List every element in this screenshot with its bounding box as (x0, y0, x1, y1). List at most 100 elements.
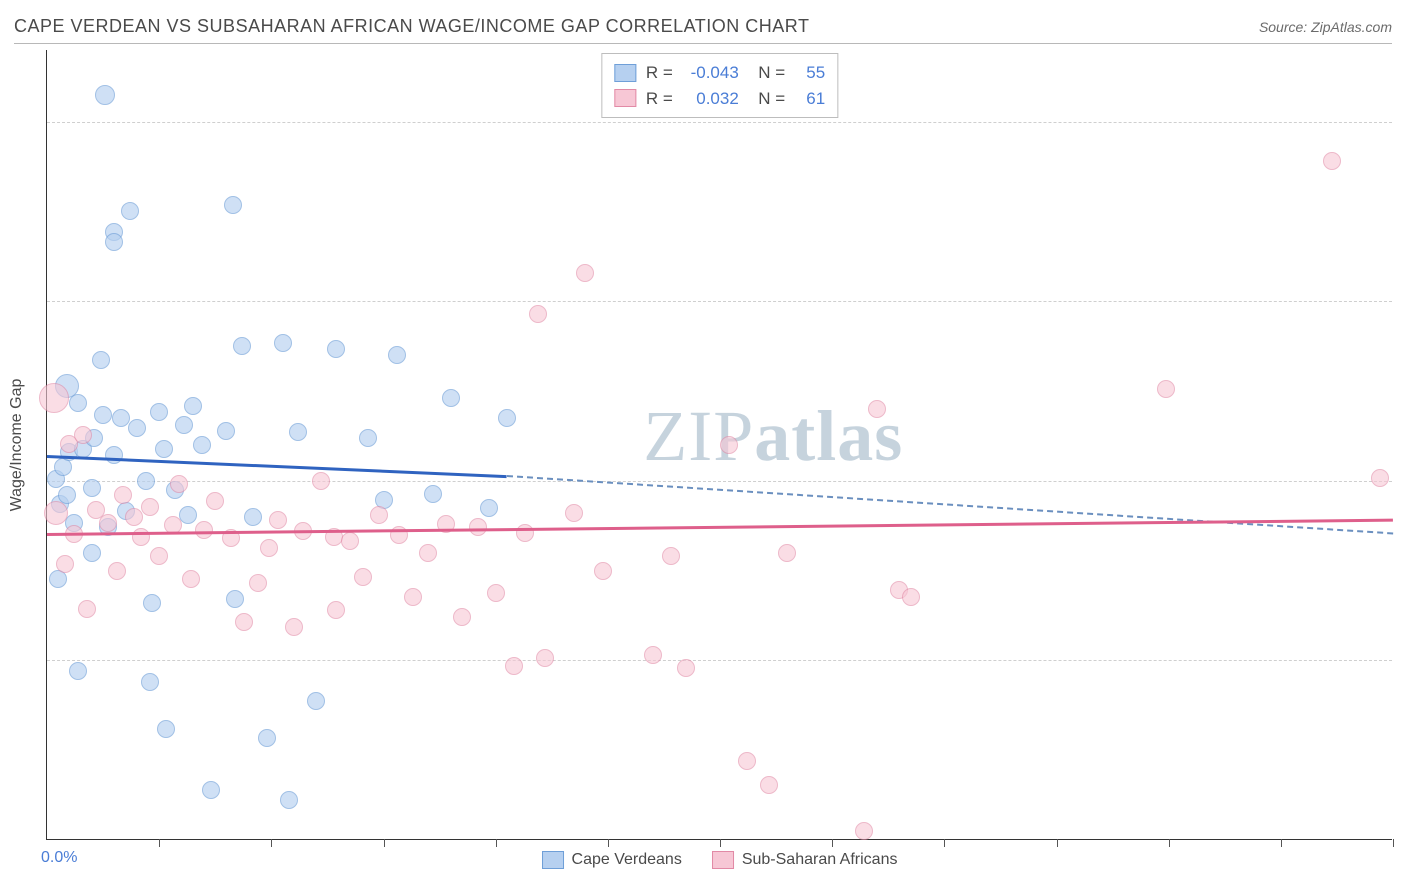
legend-label: Sub-Saharan Africans (742, 851, 898, 869)
scatter-plot: Wage/Income Gap ZIPatlas 0.0% 60.0% R =-… (46, 50, 1392, 840)
data-point (289, 423, 307, 441)
data-point (536, 649, 554, 667)
grid-line (47, 660, 1392, 661)
data-point (576, 264, 594, 282)
x-tick (1057, 839, 1058, 847)
x-tick (271, 839, 272, 847)
stat-n-value: 55 (795, 60, 825, 86)
data-point (99, 514, 117, 532)
data-point (108, 562, 126, 580)
data-point (92, 351, 110, 369)
data-point (280, 791, 298, 809)
data-point (359, 429, 377, 447)
data-point (155, 440, 173, 458)
x-tick (944, 839, 945, 847)
data-point (307, 692, 325, 710)
data-point (480, 499, 498, 517)
data-point (327, 601, 345, 619)
data-point (274, 334, 292, 352)
data-point (565, 504, 583, 522)
data-point (677, 659, 695, 677)
watermark: ZIPatlas (643, 395, 903, 478)
data-point (94, 406, 112, 424)
data-point (453, 608, 471, 626)
data-point (184, 397, 202, 415)
data-point (327, 340, 345, 358)
data-point (105, 446, 123, 464)
data-point (175, 416, 193, 434)
data-point (419, 544, 437, 562)
data-point (249, 574, 267, 592)
correlation-stats-box: R =-0.043 N =55R = 0.032 N =61 (601, 53, 838, 118)
data-point (95, 85, 115, 105)
data-point (121, 202, 139, 220)
data-point (868, 400, 886, 418)
data-point (195, 521, 213, 539)
data-point (83, 479, 101, 497)
legend-swatch (542, 851, 564, 869)
x-tick (1169, 839, 1170, 847)
data-point (855, 822, 873, 840)
data-point (224, 196, 242, 214)
data-point (69, 662, 87, 680)
data-point (370, 506, 388, 524)
legend-swatch (614, 64, 636, 82)
data-point (469, 518, 487, 536)
data-point (442, 389, 460, 407)
data-point (285, 618, 303, 636)
data-point (125, 508, 143, 526)
x-tick (496, 839, 497, 847)
data-point (516, 524, 534, 542)
data-point (217, 422, 235, 440)
x-tick (720, 839, 721, 847)
data-point (258, 729, 276, 747)
data-point (594, 562, 612, 580)
data-point (760, 776, 778, 794)
data-point (233, 337, 251, 355)
data-point (143, 594, 161, 612)
data-point (644, 646, 662, 664)
source-label: Source: ZipAtlas.com (1259, 19, 1392, 35)
data-point (235, 613, 253, 631)
data-point (269, 511, 287, 529)
stat-r-label: R = (646, 86, 673, 112)
x-origin-tick-label: 0.0% (41, 849, 77, 867)
legend-item: Sub-Saharan Africans (712, 851, 898, 869)
title-bar: CAPE VERDEAN VS SUBSAHARAN AFRICAN WAGE/… (14, 10, 1392, 44)
stats-row: R =-0.043 N =55 (614, 60, 825, 86)
stat-r-value: 0.032 (683, 86, 739, 112)
legend-swatch (614, 89, 636, 107)
data-point (141, 673, 159, 691)
data-point (83, 544, 101, 562)
data-point (182, 570, 200, 588)
data-point (170, 475, 188, 493)
data-point (141, 498, 159, 516)
trend-line (47, 455, 507, 478)
data-point (487, 584, 505, 602)
data-point (1157, 380, 1175, 398)
x-tick (832, 839, 833, 847)
watermark-thin: ZIP (643, 396, 754, 476)
data-point (505, 657, 523, 675)
x-tick (1281, 839, 1282, 847)
data-point (1371, 469, 1389, 487)
data-point (137, 472, 155, 490)
data-point (56, 555, 74, 573)
data-point (78, 600, 96, 618)
stat-n-label: N = (749, 60, 785, 86)
data-point (1323, 152, 1341, 170)
data-point (424, 485, 442, 503)
data-point (74, 426, 92, 444)
data-point (44, 501, 68, 525)
data-point (244, 508, 262, 526)
stats-row: R = 0.032 N =61 (614, 86, 825, 112)
x-tick (1393, 839, 1394, 847)
data-point (150, 547, 168, 565)
data-point (132, 528, 150, 546)
data-point (157, 720, 175, 738)
legend: Cape VerdeansSub-Saharan Africans (542, 851, 898, 869)
data-point (529, 305, 547, 323)
data-point (778, 544, 796, 562)
grid-line (47, 122, 1392, 123)
data-point (738, 752, 756, 770)
